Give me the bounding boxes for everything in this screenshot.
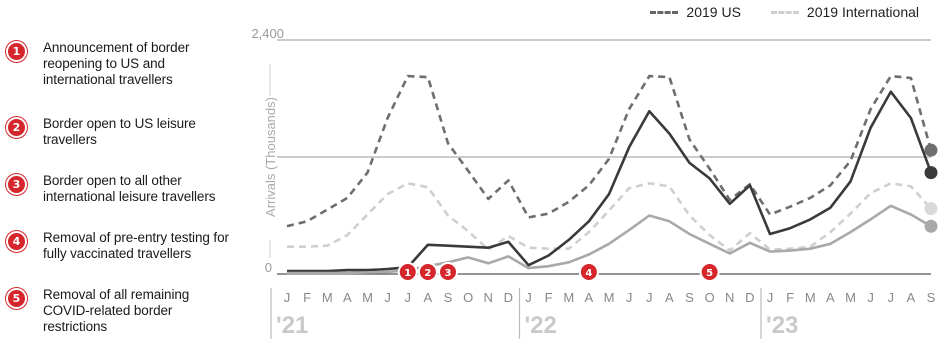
x-tick-label: A — [424, 290, 433, 305]
year-label: '23 — [766, 312, 798, 339]
y-tick-label: 0 — [265, 260, 272, 275]
legend-item-2019-international: 2019 International — [770, 4, 919, 20]
annotation-4: 4 Removal of pre-entry testing for fully… — [6, 230, 248, 262]
event-marker-5 — [699, 262, 720, 282]
x-tick-label: A — [826, 290, 835, 305]
legend-label-2019-international: 2019 International — [806, 4, 919, 20]
series-end-point-2 — [924, 166, 938, 180]
event-marker-label-3: 3 — [445, 268, 452, 279]
x-tick-label: D — [745, 290, 754, 305]
legend-swatch-2019-international — [770, 10, 799, 14]
series-line-2019-international — [287, 182, 932, 252]
y-axis-label: Arrivals (Thousands) — [263, 97, 278, 217]
x-tick-label: F — [786, 290, 794, 305]
x-tick-label: A — [343, 290, 352, 305]
x-tick-label: S — [927, 290, 936, 305]
x-tick-label: M — [563, 290, 574, 305]
x-tick-label: A — [907, 290, 916, 305]
annotation-badge-2: 2 — [6, 117, 27, 138]
x-tick-label: J — [867, 290, 874, 305]
year-label: '21 — [276, 312, 308, 339]
y-tick-label: 2,400 — [251, 26, 284, 41]
event-marker-label-5: 5 — [706, 268, 713, 279]
event-marker-3 — [438, 262, 458, 282]
x-tick-label: D — [504, 290, 513, 305]
x-tick-label: M — [845, 290, 856, 305]
annotation-text-5: Removal of all remaining COVID-related b… — [43, 287, 190, 334]
x-tick-label: J — [646, 290, 653, 305]
series-end-point-1 — [924, 202, 938, 216]
x-tick-label: J — [888, 290, 895, 305]
event-marker-label-1: 1 — [404, 268, 411, 279]
series-line-2 — [287, 90, 933, 273]
x-tick-label: M — [322, 290, 333, 305]
x-tick-label: J — [767, 290, 774, 305]
x-tick-label: J — [384, 290, 391, 305]
legend-label-2019-us: 2019 US — [686, 4, 741, 20]
annotation-3: 3 Border open to all other international… — [6, 173, 248, 205]
x-tick-label: N — [725, 290, 734, 305]
event-marker-2 — [417, 262, 438, 282]
chart-legend: 2019 US 2019 International — [650, 4, 919, 20]
annotation-5: 5 Removal of all remaining COVID-related… — [6, 287, 193, 335]
annotation-text-3: Border open to all other international l… — [43, 173, 216, 204]
x-tick-label: S — [444, 290, 453, 305]
x-tick-label: S — [685, 290, 694, 305]
annotation-text-4: Removal of pre-entry testing for fully v… — [43, 230, 229, 261]
x-tick-label: A — [665, 290, 674, 305]
x-tick-label: O — [705, 290, 715, 305]
x-tick-label: J — [626, 290, 633, 305]
event-marker-4 — [578, 262, 599, 282]
x-tick-label: F — [303, 290, 311, 305]
annotation-text-1: Announcement of border reopening to US a… — [43, 40, 190, 87]
x-tick-label: J — [284, 290, 291, 305]
x-tick-label: J — [525, 290, 532, 305]
legend-item-2019-us: 2019 US — [650, 4, 741, 20]
series-end-point-3 — [924, 219, 938, 233]
x-tick-label: M — [604, 290, 615, 305]
event-marker-1 — [397, 262, 418, 282]
series-line-2019-us — [286, 74, 933, 228]
annotation-2: 2 Border open to US leisure travellers — [6, 116, 223, 148]
series-end-point-0 — [924, 143, 938, 157]
annotation-badge-3: 3 — [6, 174, 27, 195]
x-tick-label: O — [463, 290, 473, 305]
annotation-1: 1 Announcement of border reopening to US… — [6, 40, 223, 88]
series-line-3 — [287, 204, 932, 275]
annotation-badge-5: 5 — [6, 288, 27, 309]
event-marker-label-2: 2 — [424, 268, 431, 279]
x-tick-label: M — [805, 290, 816, 305]
year-label: '22 — [525, 312, 557, 339]
x-tick-label: F — [545, 290, 553, 305]
x-tick-label: M — [362, 290, 373, 305]
legend-swatch-2019-us — [650, 10, 679, 14]
annotation-badge-1: 1 — [6, 41, 27, 62]
x-tick-label: A — [585, 290, 594, 305]
annotation-badge-4: 4 — [6, 231, 27, 252]
event-marker-label-4: 4 — [585, 268, 592, 279]
annotation-text-2: Border open to US leisure travellers — [43, 116, 196, 147]
x-tick-label: N — [484, 290, 493, 305]
x-tick-label: J — [405, 290, 412, 305]
